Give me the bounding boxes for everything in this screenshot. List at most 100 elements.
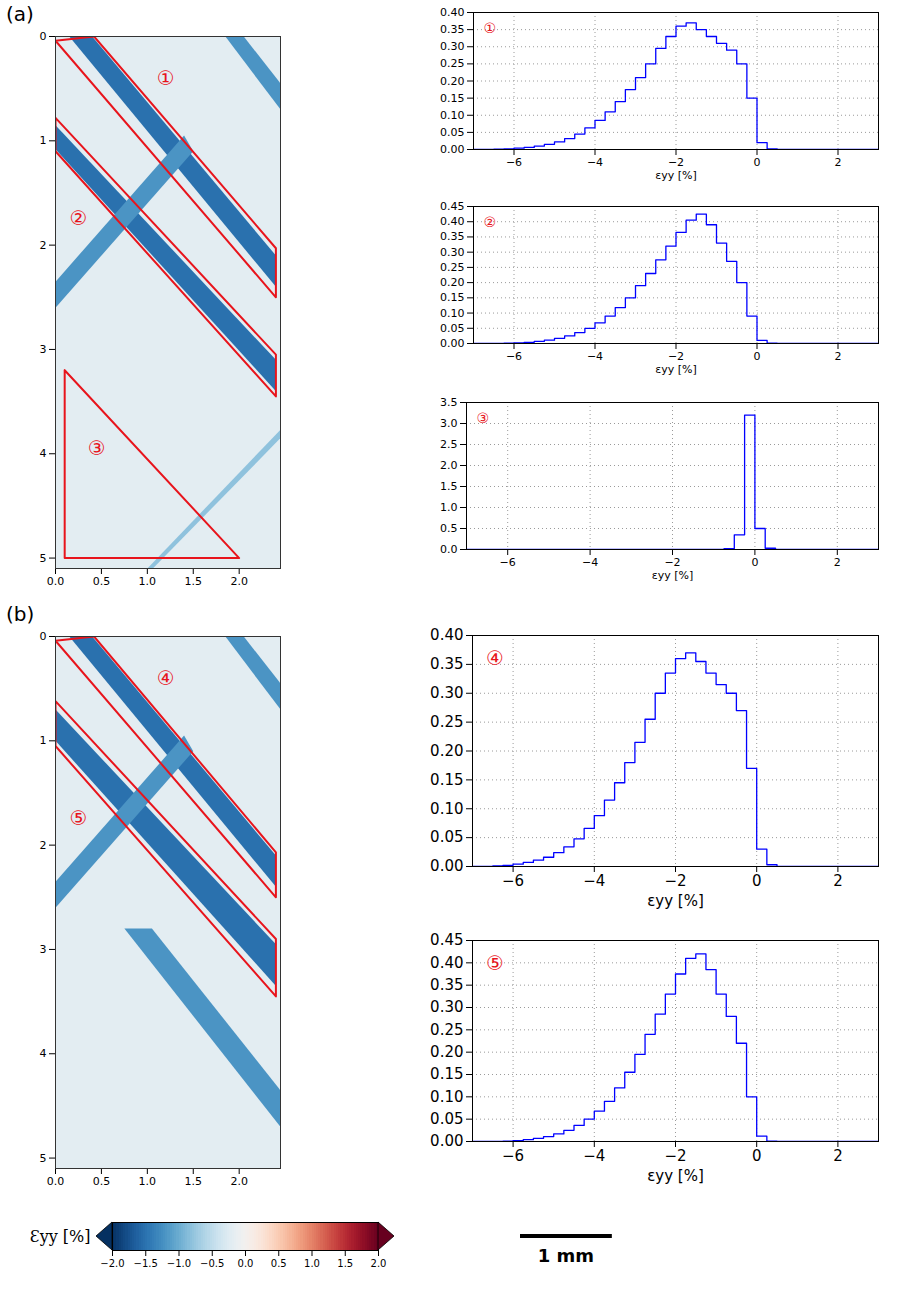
svg-text:2: 2 [40,839,47,852]
svg-text:0.20: 0.20 [430,742,463,760]
svg-text:0.40: 0.40 [440,6,465,19]
svg-text:0.35: 0.35 [440,230,465,243]
svg-text:−2: −2 [664,1147,686,1165]
svg-text:③: ③ [88,436,106,460]
svg-text:0.05: 0.05 [440,322,465,335]
svg-text:0.05: 0.05 [430,828,463,846]
svg-text:εyy [%]: εyy [%] [655,169,697,182]
svg-text:0.00: 0.00 [440,337,465,350]
svg-text:①: ① [483,20,496,36]
svg-text:3.5: 3.5 [440,396,458,409]
svg-text:0.0: 0.0 [47,575,65,588]
svg-text:2: 2 [834,556,841,569]
svg-text:−4: −4 [587,156,603,169]
svg-text:①: ① [157,66,175,90]
svg-text:0: 0 [754,350,761,363]
svg-text:1.0: 1.0 [139,575,157,588]
svg-text:εyy [%]: εyy [%] [652,569,694,582]
svg-text:−6: −6 [502,1147,524,1165]
svg-text:0.25: 0.25 [440,57,465,70]
svg-text:−2.0: −2.0 [100,1258,124,1269]
svg-text:4: 4 [40,447,47,460]
svg-text:⑤: ⑤ [486,951,504,975]
svg-text:4: 4 [40,1047,47,1060]
svg-text:2: 2 [835,350,842,363]
svg-text:0.00: 0.00 [440,143,465,156]
svg-text:0.40: 0.40 [430,954,463,972]
svg-text:0.20: 0.20 [430,1043,463,1061]
svg-text:0.0: 0.0 [47,1175,65,1188]
svg-text:0.30: 0.30 [440,40,465,53]
svg-text:−2: −2 [668,350,684,363]
svg-text:−4: −4 [582,556,598,569]
svg-text:2.5: 2.5 [440,438,458,451]
svg-text:2: 2 [833,872,843,890]
svg-text:④: ④ [157,666,175,690]
svg-text:3: 3 [40,343,47,356]
svg-text:εyy [%]: εyy [%] [647,1167,704,1185]
svg-text:0.10: 0.10 [440,109,465,122]
svg-text:⑤: ⑤ [69,806,87,830]
svg-text:0.10: 0.10 [440,307,465,320]
svg-text:−6: −6 [506,156,522,169]
svg-text:0: 0 [751,556,758,569]
svg-text:3: 3 [40,943,47,956]
svg-text:1.0: 1.0 [304,1258,320,1269]
svg-text:0.25: 0.25 [430,1021,463,1039]
svg-text:1 mm: 1 mm [538,1245,594,1266]
svg-text:1.0: 1.0 [440,501,458,514]
svg-text:0.10: 0.10 [430,800,463,818]
svg-text:−2: −2 [668,156,684,169]
svg-text:0.15: 0.15 [440,92,465,105]
svg-text:1.5: 1.5 [185,575,203,588]
svg-text:−6: −6 [506,350,522,363]
svg-text:0.15: 0.15 [430,771,463,789]
svg-text:0: 0 [40,30,47,43]
svg-text:2: 2 [833,1147,843,1165]
svg-text:2: 2 [835,156,842,169]
svg-text:0.30: 0.30 [440,246,465,259]
svg-text:0.05: 0.05 [440,126,465,139]
svg-text:0.20: 0.20 [440,75,465,88]
svg-text:5: 5 [40,1152,47,1165]
svg-text:2.0: 2.0 [230,575,248,588]
svg-text:0.30: 0.30 [430,684,463,702]
svg-text:−4: −4 [583,872,605,890]
svg-text:2.0: 2.0 [230,1175,248,1188]
svg-text:1.0: 1.0 [139,1175,157,1188]
svg-text:−4: −4 [587,350,603,363]
svg-text:1.5: 1.5 [337,1258,353,1269]
svg-text:②: ② [483,214,496,230]
svg-text:0.35: 0.35 [440,23,465,36]
svg-text:③: ③ [476,410,489,426]
svg-text:−2: −2 [664,556,680,569]
svg-text:0.45: 0.45 [440,200,465,213]
svg-text:0.00: 0.00 [430,857,463,875]
svg-text:−1.0: −1.0 [167,1258,191,1269]
svg-text:0: 0 [752,872,762,890]
svg-text:0.5: 0.5 [93,575,111,588]
svg-text:−0.5: −0.5 [200,1258,224,1269]
svg-text:0.15: 0.15 [430,1065,463,1083]
svg-text:④: ④ [486,646,504,670]
svg-text:0.5: 0.5 [271,1258,287,1269]
svg-text:−6: −6 [502,872,524,890]
svg-text:0.35: 0.35 [430,655,463,673]
svg-text:0.35: 0.35 [430,976,463,994]
svg-text:0.5: 0.5 [93,1175,111,1188]
svg-text:−4: −4 [583,1147,605,1165]
svg-text:0: 0 [752,1147,762,1165]
svg-text:2.0: 2.0 [371,1258,387,1269]
svg-text:1: 1 [40,734,47,747]
svg-text:②: ② [69,206,87,230]
svg-text:0.25: 0.25 [440,261,465,274]
svg-text:1.5: 1.5 [440,480,458,493]
svg-text:2.0: 2.0 [440,459,458,472]
svg-text:0: 0 [754,156,761,169]
svg-text:5: 5 [40,552,47,565]
svg-text:0.05: 0.05 [430,1110,463,1128]
svg-text:0: 0 [40,630,47,643]
svg-text:0.0: 0.0 [238,1258,254,1269]
svg-text:0.40: 0.40 [430,626,463,644]
svg-text:3.0: 3.0 [440,417,458,430]
